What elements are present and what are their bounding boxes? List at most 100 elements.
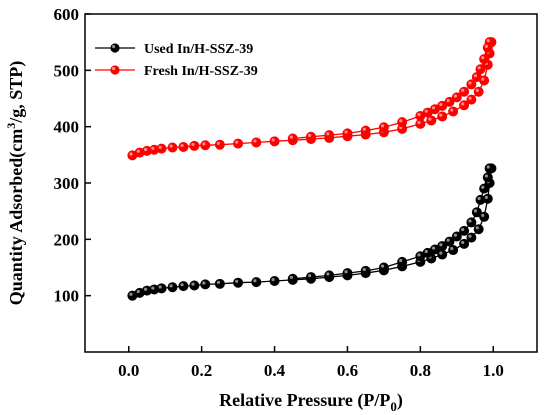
data-point bbox=[397, 256, 408, 267]
x-axis-title-main: Relative Pressure (P/P bbox=[219, 390, 390, 411]
data-point bbox=[479, 54, 490, 65]
data-point-highlight bbox=[271, 138, 275, 142]
data-point-highlight bbox=[344, 130, 348, 134]
data-point bbox=[448, 245, 459, 256]
data-point bbox=[448, 106, 459, 117]
data-point-highlight bbox=[484, 195, 488, 199]
data-point bbox=[200, 279, 211, 290]
data-point-highlight bbox=[271, 278, 275, 282]
data-point bbox=[214, 139, 225, 150]
data-point bbox=[415, 251, 426, 262]
data-point bbox=[178, 141, 189, 152]
data-point-highlight bbox=[453, 94, 458, 98]
y-axis-title-sup: 3 bbox=[4, 123, 18, 129]
data-point-highlight bbox=[450, 108, 454, 112]
data-point bbox=[167, 142, 178, 153]
data-point-highlight bbox=[129, 152, 133, 156]
data-point bbox=[484, 163, 495, 174]
y-tick-label: 400 bbox=[54, 118, 80, 137]
data-point-highlight bbox=[235, 279, 239, 283]
data-point-highlight bbox=[424, 109, 428, 113]
data-point bbox=[459, 238, 470, 249]
x-axis-title-sub: 0 bbox=[390, 399, 397, 414]
data-point-highlight bbox=[475, 226, 479, 230]
data-point bbox=[167, 282, 178, 293]
data-point-highlight bbox=[431, 106, 436, 110]
data-point-highlight bbox=[326, 272, 330, 276]
data-point-highlight bbox=[481, 185, 485, 189]
x-tick-label: 0.4 bbox=[264, 361, 286, 380]
x-axis-title-end: ) bbox=[397, 390, 403, 411]
data-point bbox=[482, 42, 493, 53]
data-point bbox=[189, 140, 200, 151]
data-point-highlight bbox=[129, 292, 133, 296]
data-point-highlight bbox=[143, 287, 148, 291]
data-point bbox=[466, 79, 477, 90]
data-point-highlight bbox=[253, 139, 257, 143]
data-point-highlight bbox=[362, 127, 366, 131]
data-point bbox=[269, 136, 280, 147]
data-point bbox=[471, 207, 482, 218]
data-point bbox=[233, 277, 244, 288]
legend: Used In/H-SSZ-39 Fresh In/H-SSZ-39 bbox=[95, 42, 258, 79]
data-point bbox=[473, 86, 484, 97]
legend-marker-highlight bbox=[112, 67, 116, 71]
data-point-highlight bbox=[289, 135, 293, 139]
data-point-highlight bbox=[158, 145, 162, 149]
data-point-highlight bbox=[380, 124, 385, 128]
data-point bbox=[251, 137, 262, 148]
data-point-highlight bbox=[202, 281, 206, 285]
data-point-highlight bbox=[136, 149, 140, 153]
y-axis-title: Quantity Adsorbed(cm3/g, STP) bbox=[4, 61, 27, 306]
y-axis-title-end: /g, STP) bbox=[6, 61, 27, 124]
y-axis-title-main: Quantity Adsorbed(cm bbox=[6, 129, 27, 306]
data-point-highlight bbox=[235, 140, 239, 144]
series-0 bbox=[127, 163, 497, 301]
data-point bbox=[397, 117, 408, 128]
data-point bbox=[378, 262, 389, 273]
y-tick-label: 200 bbox=[54, 230, 80, 249]
x-tick-label: 0.6 bbox=[337, 361, 358, 380]
data-point-highlight bbox=[453, 233, 458, 237]
series-layer bbox=[127, 37, 497, 301]
data-point bbox=[360, 125, 371, 136]
data-point-highlight bbox=[191, 142, 195, 147]
data-point-highlight bbox=[143, 147, 148, 152]
x-tick-label: 0.0 bbox=[118, 361, 139, 380]
data-point-highlight bbox=[446, 238, 450, 242]
data-point bbox=[466, 217, 477, 228]
data-point bbox=[214, 278, 225, 289]
data-point bbox=[482, 172, 493, 183]
data-point bbox=[342, 128, 353, 139]
data-point bbox=[479, 183, 490, 194]
data-point bbox=[233, 138, 244, 149]
data-point-highlight bbox=[380, 264, 385, 268]
desorption-line bbox=[292, 168, 491, 280]
data-point-highlight bbox=[481, 213, 485, 217]
data-point bbox=[251, 277, 262, 288]
data-point bbox=[378, 122, 389, 133]
data-point-highlight bbox=[169, 144, 173, 148]
data-point-highlight bbox=[450, 247, 454, 251]
data-point bbox=[473, 224, 484, 235]
data-point-highlight bbox=[169, 284, 173, 288]
data-point-highlight bbox=[461, 102, 465, 106]
data-point-highlight bbox=[439, 243, 443, 247]
data-point-highlight bbox=[446, 98, 450, 103]
data-point bbox=[156, 143, 167, 154]
data-point-highlight bbox=[481, 56, 485, 60]
y-axis: 100 200 300 400 500 600 bbox=[54, 5, 91, 306]
data-point bbox=[200, 140, 211, 151]
data-point-highlight bbox=[477, 196, 481, 201]
data-point-highlight bbox=[136, 289, 140, 294]
data-point bbox=[305, 131, 316, 142]
data-point-highlight bbox=[180, 143, 184, 148]
data-point-highlight bbox=[180, 283, 184, 287]
data-point bbox=[287, 133, 298, 144]
data-point-highlight bbox=[475, 88, 479, 92]
data-point-highlight bbox=[439, 102, 443, 107]
series-1 bbox=[127, 37, 497, 161]
data-point-highlight bbox=[417, 253, 421, 257]
data-point-highlight bbox=[308, 274, 312, 278]
data-point-highlight bbox=[468, 81, 472, 85]
